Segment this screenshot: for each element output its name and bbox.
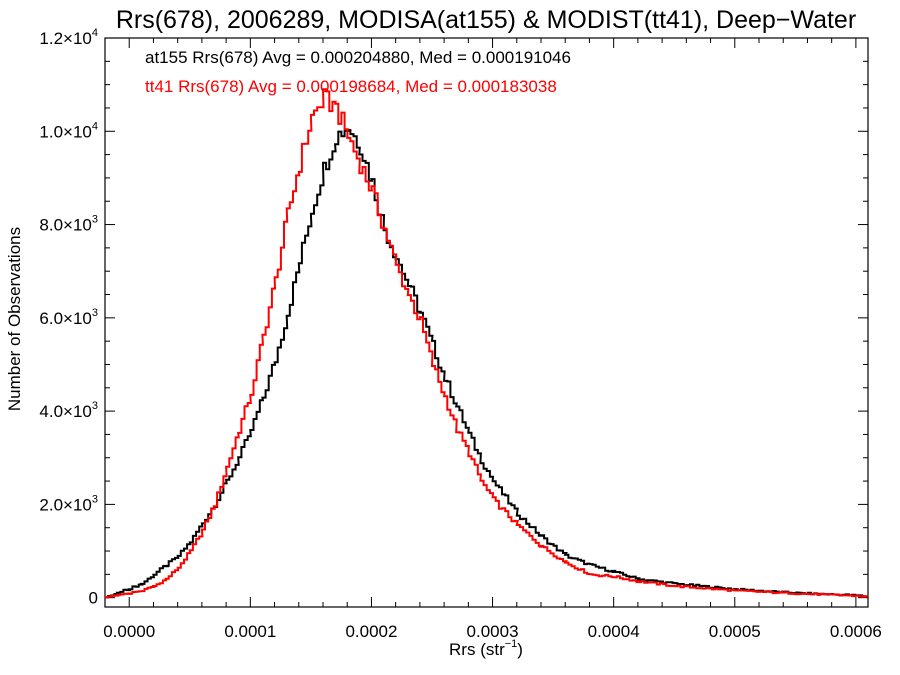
series-tt41 bbox=[105, 88, 868, 599]
y-tick-label: 2.0×103 bbox=[39, 493, 98, 514]
x-tick-label: 0.0006 bbox=[830, 622, 882, 641]
y-tick-label: 8.0×103 bbox=[39, 214, 98, 235]
x-tick-label: 0.0004 bbox=[588, 622, 640, 641]
series-at155 bbox=[105, 129, 868, 599]
plot-area: 0.0000 0.0001 0.0002 0.0003 0.0004 0.0005 0.00… bbox=[39, 27, 881, 641]
y-axis-label: Number of Observations bbox=[5, 227, 24, 411]
x-tick-label: 0.0002 bbox=[345, 622, 397, 641]
y-tick-label: 6.0×103 bbox=[39, 307, 98, 328]
y-tick-label: 4.0×103 bbox=[39, 400, 98, 421]
y-tick-label: 0 bbox=[89, 589, 98, 608]
annotation-at155: at155 Rrs(678) Avg = 0.000204880, Med = … bbox=[145, 48, 571, 67]
x-tick-label: 0.0001 bbox=[224, 622, 276, 641]
annotation-tt41: tt41 Rrs(678) Avg = 0.000198684, Med = 0… bbox=[145, 77, 557, 96]
plot-frame bbox=[104, 37, 869, 608]
x-tick-label: 0.0003 bbox=[467, 622, 519, 641]
chart-title: Rrs(678), 2006289, MODISA(at155) & MODIS… bbox=[116, 6, 856, 34]
x-tick-label: 0.0005 bbox=[709, 622, 761, 641]
y-tick-label: 1.0×104 bbox=[39, 120, 98, 141]
x-tick-label: 0.0000 bbox=[103, 622, 155, 641]
y-tick-label: 1.2×104 bbox=[39, 27, 98, 48]
x-axis-label: Rrs (str−1) bbox=[449, 638, 523, 659]
